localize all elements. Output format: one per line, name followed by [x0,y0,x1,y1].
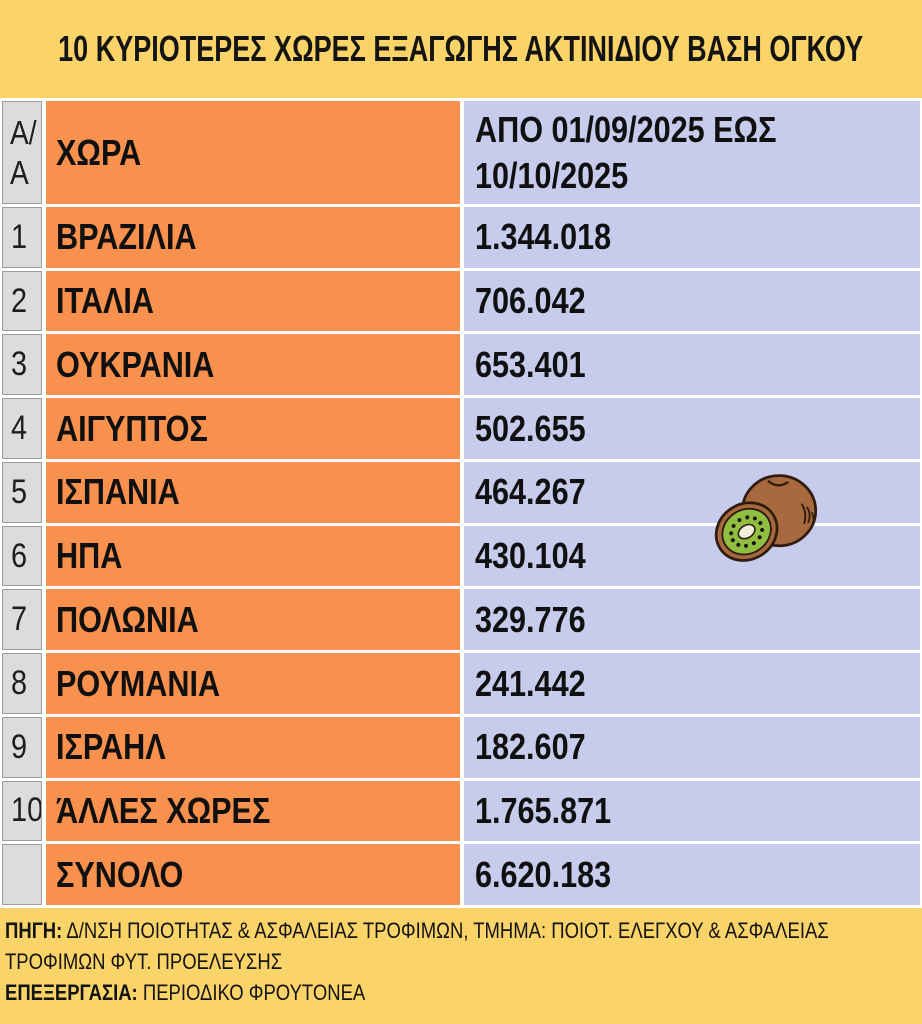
rank-cell: 1 [2,207,42,268]
value-text: 430.104 [475,535,586,577]
country-cell: ΒΡΑΖΙΛΙΑ [46,207,460,268]
total-value-cell: 6.620.183 [464,844,920,906]
rank-cell: 2 [2,270,42,332]
country-text: ΒΡΑΖΙΛΙΑ [56,216,197,258]
source-text: Δ/ΝΣΗ ΠΟΙΟΤΗΤΑΣ & ΑΣΦΑΛΕΙΑΣ ΤΡΟΦΙΜΩΝ, ΤΜ… [62,918,829,943]
value-text: 329.776 [475,598,586,640]
editor-text: ΠΕΡΙΟΔΙΚΟ ΦΡΟΥΤΟΝΕΑ [137,980,366,1005]
page-title: 10 ΚΥΡΙΟΤΕΡΕΣ ΧΩΡΕΣ ΕΞΑΓΩΓΗΣ ΑΚΤΙΝΙΔΙΟΥ … [58,28,864,69]
value-cell: 430.104 [464,525,920,587]
country-header-label: ΧΩΡΑ [56,131,142,173]
value-cell: 182.607 [464,716,920,778]
editor-label: ΕΠΕΞΕΡΓΑΣΙΑ: [5,980,138,1005]
rank-cell: 6 [2,525,42,587]
country-cell: ΙΣΡΑΗΛ [46,716,460,778]
value-cell: 1.765.871 [464,780,920,842]
rank-text: 5 [11,472,28,511]
value-text: 464.267 [475,471,586,513]
total-label-cell: ΣΥΝΟΛΟ [46,844,460,906]
value-cell: 464.267 [464,461,920,523]
value-cell: 502.655 [464,398,920,459]
value-text: 182.607 [475,726,586,768]
rank-text: 9 [11,727,28,766]
table-row: 2 ΙΤΑΛΙΑ 706.042 [2,270,920,332]
footer: ΠΗΓΗ: Δ/ΝΣΗ ΠΟΙΟΤΗΤΑΣ & ΑΣΦΑΛΕΙΑΣ ΤΡΟΦΙΜ… [0,908,922,1008]
country-cell: ΆΛΛΕΣ ΧΩΡΕΣ [46,780,460,842]
rank-text: 2 [11,281,28,320]
value-cell: 241.442 [464,653,920,714]
total-row: ΣΥΝΟΛΟ 6.620.183 [2,844,920,906]
rank-cell: 5 [2,461,42,523]
country-text: ΙΣΡΑΗΛ [56,726,166,768]
rank-text: 8 [11,664,28,702]
header-cell-rank: Α/ Α [2,101,42,204]
country-text: ΙΤΑΛΙΑ [56,280,155,322]
value-cell: 653.401 [464,334,920,396]
table-row: 7 ΠΟΛΩΝΙΑ 329.776 [2,589,920,651]
value-text: 1.344.018 [475,216,612,258]
country-text: ΆΛΛΕΣ ΧΩΡΕΣ [56,789,271,831]
header-cell-country: ΧΩΡΑ [46,101,460,204]
table-row: 9 ΙΣΡΑΗΛ 182.607 [2,716,920,778]
total-value-text: 6.620.183 [475,853,612,895]
country-cell: ΗΠΑ [46,525,460,587]
table-row: 10 ΆΛΛΕΣ ΧΩΡΕΣ 1.765.871 [2,780,920,842]
country-text: ΟΥΚΡΑΝΙΑ [56,343,215,385]
rank-cell: 8 [2,653,42,714]
country-cell: ΡΟΥΜΑΝΙΑ [46,653,460,714]
table-row: 5 ΙΣΠΑΝΙΑ 464.267 [2,461,920,523]
period-line1: ΑΠΟ 01/09/2025 ΕΩΣ [475,108,777,150]
period-line2: 10/10/2025 [475,154,629,196]
table-row: 4 ΑΙΓΥΠΤΟΣ 502.655 [2,398,920,459]
country-cell: ΠΟΛΩΝΙΑ [46,589,460,651]
title-bar: 10 ΚΥΡΙΟΤΕΡΕΣ ΧΩΡΕΣ ΕΞΑΓΩΓΗΣ ΑΚΤΙΝΙΔΙΟΥ … [0,0,922,98]
data-table: Α/ Α ΧΩΡΑ ΑΠΟ 01/09/2025 ΕΩΣ 10/10/2025 … [0,98,922,908]
country-text: ΠΟΛΩΝΙΑ [56,598,199,640]
value-text: 653.401 [475,343,586,385]
value-text: 1.765.871 [475,789,612,831]
rank-text: 4 [11,409,28,448]
table-row: 1 ΒΡΑΖΙΛΙΑ 1.344.018 [2,207,920,268]
country-text: ΙΣΠΑΝΙΑ [56,471,180,513]
rank-header-line1: Α/ [10,113,37,151]
header-row: Α/ Α ΧΩΡΑ ΑΠΟ 01/09/2025 ΕΩΣ 10/10/2025 [2,101,920,204]
country-cell: ΙΤΑΛΙΑ [46,270,460,332]
country-text: ΡΟΥΜΑΝΙΑ [56,662,221,704]
rank-header-line2: Α [10,153,29,191]
source-label: ΠΗΓΗ: [5,918,63,943]
table-row: 3 ΟΥΚΡΑΝΙΑ 653.401 [2,334,920,396]
country-text: ΗΠΑ [56,535,123,577]
footer-source-line2: ΤΡΟΦΙΜΩΝ ΦΥΤ. ΠΡΟΕΛΕΥΣΗΣ [5,949,283,974]
rank-cell: 4 [2,398,42,459]
country-cell: ΟΥΚΡΑΝΙΑ [46,334,460,396]
value-text: 502.655 [475,407,586,449]
rank-text: 6 [11,536,28,575]
header-cell-period: ΑΠΟ 01/09/2025 ΕΩΣ 10/10/2025 [464,101,920,204]
value-cell: 329.776 [464,589,920,651]
rank-cell: 3 [2,334,42,396]
footer-editor-line: ΕΠΕΞΕΡΓΑΣΙΑ: ΠΕΡΙΟΔΙΚΟ ΦΡΟΥΤΟΝΕΑ [5,977,917,1008]
rank-text: 10 [11,791,42,830]
rank-cell: 10 [2,780,42,842]
value-cell: 1.344.018 [464,207,920,268]
value-text: 706.042 [475,280,586,322]
rank-text: 7 [11,600,28,639]
value-cell: 706.042 [464,270,920,332]
table-row: 8 ΡΟΥΜΑΝΙΑ 241.442 [2,653,920,714]
value-text: 241.442 [475,662,586,704]
footer-source-line1: ΠΗΓΗ: Δ/ΝΣΗ ΠΟΙΟΤΗΤΑΣ & ΑΣΦΑΛΕΙΑΣ ΤΡΟΦΙΜ… [5,915,917,946]
country-cell: ΑΙΓΥΠΤΟΣ [46,398,460,459]
total-label-text: ΣΥΝΟΛΟ [56,853,184,895]
total-rank-cell [2,844,42,906]
rank-cell: 9 [2,716,42,778]
rank-cell: 7 [2,589,42,651]
country-text: ΑΙΓΥΠΤΟΣ [56,407,208,449]
country-cell: ΙΣΠΑΝΙΑ [46,461,460,523]
table-row: 6 ΗΠΑ 430.104 [2,525,920,587]
rank-text: 1 [11,217,28,256]
rank-text: 3 [11,345,28,384]
